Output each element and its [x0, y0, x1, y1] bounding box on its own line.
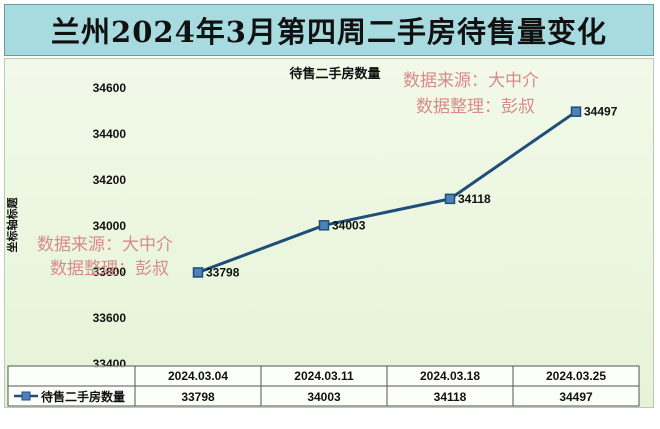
x-category-label: 2024.03.04	[168, 369, 228, 383]
data-point-marker	[192, 267, 204, 278]
y-tick-label: 33800	[93, 265, 127, 279]
data-label: 34003	[332, 218, 366, 232]
x-category-label: 2024.03.25	[546, 369, 606, 383]
y-tick-label: 34400	[93, 127, 127, 141]
data-point-marker	[444, 193, 456, 205]
legend-marker-swatch	[21, 391, 31, 401]
table-value-cell: 34118	[434, 390, 467, 404]
legend-series-name: 待售二手房数量	[41, 389, 125, 404]
x-category-label: 2024.03.11	[294, 369, 354, 383]
plot-area	[4, 58, 654, 408]
watermark-editor: 数据整理：彭叔	[50, 259, 169, 279]
y-tick-label: 34200	[93, 173, 127, 187]
y-tick-label: 34000	[93, 219, 127, 233]
table-value-cell: 34003	[307, 390, 341, 404]
title-banner: 兰州2024年3月第四周二手房待售量变化	[4, 4, 654, 56]
table-value-cell: 34497	[559, 390, 593, 404]
y-tick-label: 33600	[93, 311, 127, 325]
watermark-editor: 数据整理：彭叔	[416, 97, 535, 117]
data-point-marker	[570, 106, 582, 117]
page-title: 兰州2024年3月第四周二手房待售量变化	[51, 15, 607, 49]
data-point-marker	[318, 220, 330, 231]
data-label: 33798	[206, 265, 240, 279]
data-label: 34497	[584, 105, 618, 119]
watermark-source: 数据来源：大中介	[403, 71, 539, 91]
y-axis-title: 坐标轴标题	[5, 197, 19, 253]
chart-title: 待售二手房数量	[288, 66, 380, 81]
data-label: 34118	[458, 192, 491, 206]
watermark-source: 数据来源：大中介	[37, 235, 173, 255]
table-value-cell: 33798	[181, 390, 215, 404]
series-line	[197, 110, 577, 274]
x-category-label: 2024.03.18	[420, 369, 480, 383]
y-tick-label: 34600	[93, 81, 127, 95]
